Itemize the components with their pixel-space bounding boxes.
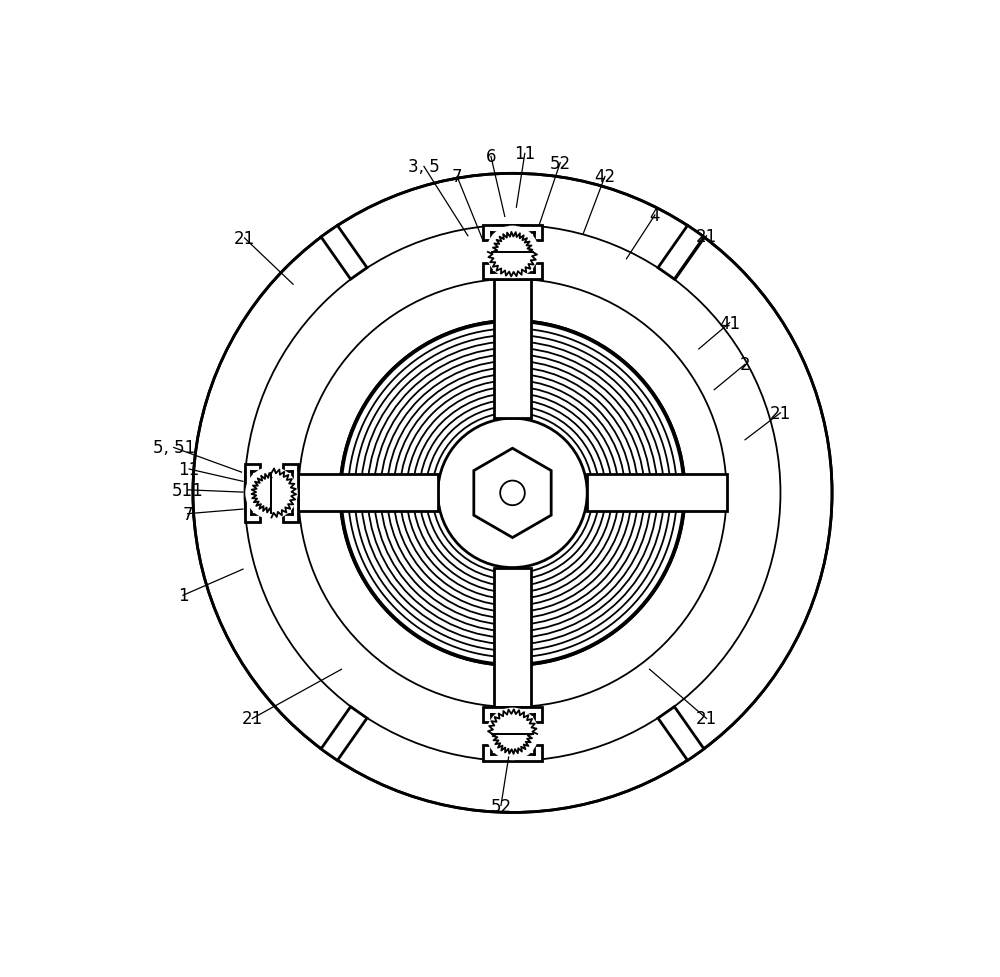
Polygon shape [245, 464, 260, 523]
Text: 41: 41 [719, 315, 740, 332]
Polygon shape [474, 448, 551, 538]
Polygon shape [494, 568, 531, 707]
Text: 21: 21 [242, 709, 263, 728]
Text: 52: 52 [490, 796, 512, 815]
Polygon shape [587, 475, 727, 512]
Text: 5, 51: 5, 51 [153, 439, 195, 457]
Text: 2: 2 [740, 356, 750, 374]
Circle shape [340, 321, 685, 665]
Polygon shape [298, 475, 438, 512]
Circle shape [500, 481, 525, 506]
Text: 52: 52 [550, 154, 571, 172]
Polygon shape [494, 279, 531, 419]
Polygon shape [658, 226, 704, 279]
Text: 42: 42 [594, 168, 615, 187]
Polygon shape [321, 707, 367, 761]
Polygon shape [483, 264, 542, 279]
Circle shape [486, 227, 539, 278]
Text: 11: 11 [178, 460, 200, 479]
Circle shape [486, 708, 539, 760]
Polygon shape [483, 226, 542, 241]
Text: 7: 7 [452, 168, 462, 187]
Text: 511: 511 [172, 482, 203, 499]
Polygon shape [283, 464, 298, 523]
Text: 21: 21 [696, 228, 717, 245]
Text: 21: 21 [696, 709, 717, 728]
Circle shape [438, 419, 587, 568]
Circle shape [245, 467, 298, 520]
Text: 4: 4 [650, 207, 660, 225]
Text: 6: 6 [486, 149, 496, 166]
Polygon shape [483, 745, 542, 761]
Text: 7: 7 [182, 505, 193, 523]
Text: 1: 1 [178, 587, 188, 605]
Circle shape [193, 174, 832, 813]
Text: 21: 21 [770, 404, 791, 422]
Text: 11: 11 [514, 146, 535, 163]
Polygon shape [321, 226, 367, 279]
Text: 21: 21 [234, 230, 255, 248]
Polygon shape [658, 707, 704, 761]
Text: 3, 5: 3, 5 [408, 158, 440, 176]
Polygon shape [483, 707, 542, 723]
